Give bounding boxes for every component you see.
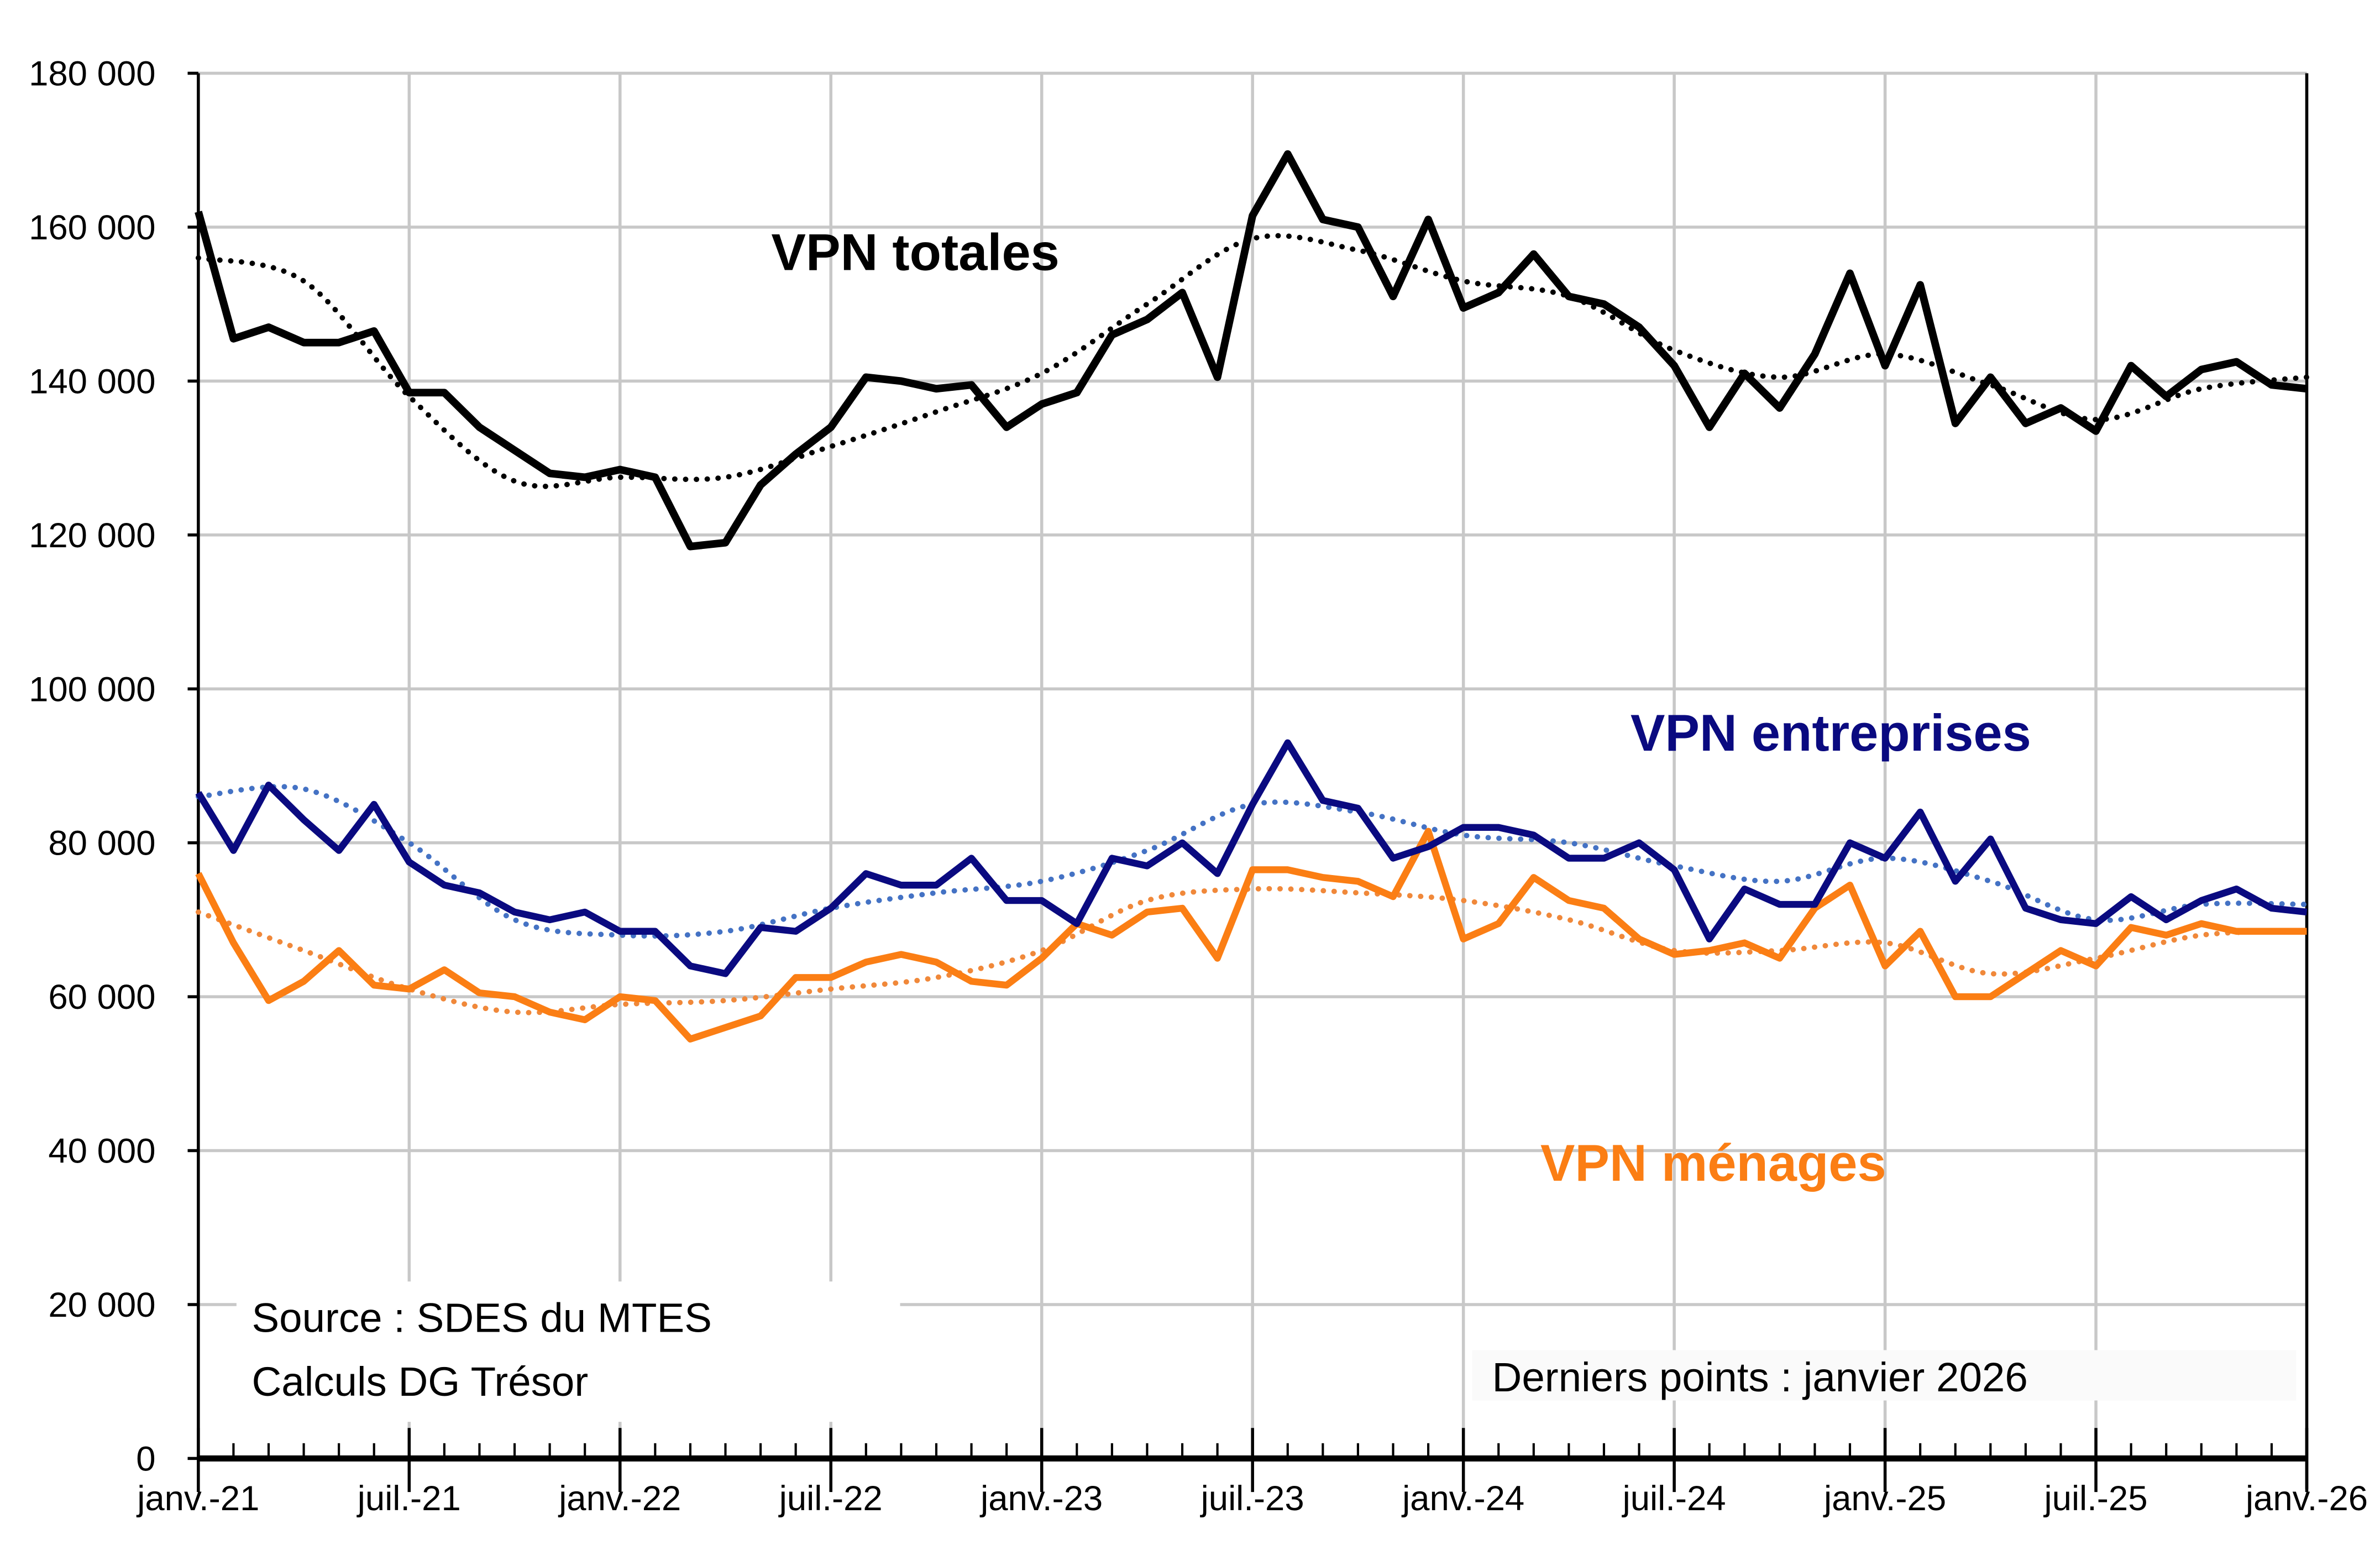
- source-box: [236, 1281, 900, 1422]
- x-tick-label: juil.-23: [1200, 1479, 1304, 1518]
- x-tick-label: janv.-24: [1401, 1479, 1524, 1518]
- x-tick-label: janv.-22: [558, 1479, 681, 1518]
- y-tick-label: 60 000: [48, 978, 155, 1017]
- data-point: [1428, 219, 1429, 220]
- data-point: [1006, 985, 1007, 986]
- data-point: [2166, 396, 2167, 397]
- y-tick-label: 160 000: [29, 208, 155, 247]
- data-point: [1357, 881, 1359, 882]
- data-point: [1182, 842, 1183, 843]
- data-point: [198, 873, 199, 874]
- data-point: [1744, 942, 1745, 943]
- y-axis: 0 20 000 40 000 60 000 80 000 100 000 120 000 1…: [29, 55, 200, 1478]
- data-point: [1920, 811, 1921, 813]
- data-point: [795, 977, 796, 978]
- data-point: [1428, 846, 1429, 847]
- data-point: [1006, 427, 1007, 428]
- data-point: [971, 981, 972, 982]
- label-vpn-menages: VPN ménages: [1540, 1134, 1886, 1192]
- data-point: [690, 546, 691, 547]
- data-point: [1674, 954, 1675, 955]
- trend-line-2: [196, 886, 2310, 1015]
- data-point: [1217, 377, 1218, 378]
- y-tick-label: 80 000: [48, 824, 155, 863]
- x-tick-label: juil.-24: [1622, 1479, 1726, 1518]
- data-point: [1357, 227, 1359, 228]
- y-tick-label: 120 000: [29, 516, 155, 555]
- data-point: [1744, 373, 1745, 374]
- x-tick-label: janv.-21: [136, 1479, 259, 1518]
- data-point: [866, 377, 867, 378]
- data-point: [1603, 908, 1605, 909]
- label-vpn-entreprises: VPN entreprises: [1631, 704, 2031, 762]
- data-point: [725, 542, 726, 543]
- data-point: [1603, 303, 1605, 305]
- data-point: [1182, 908, 1183, 909]
- series-lines: [195, 150, 2310, 1043]
- data-point: [1709, 427, 1710, 428]
- data-point: [303, 342, 304, 343]
- x-tick-label: juil.-25: [2043, 1479, 2148, 1518]
- last-points-box: [1472, 1350, 2297, 1401]
- data-point: [1041, 958, 1042, 959]
- x-tick-label: juil.-21: [357, 1479, 461, 1518]
- x-axis: janv.-21 juil.-21 janv.-22 juil.-22 janv.-23…: [136, 73, 2368, 1518]
- data-point: [2306, 912, 2307, 913]
- data-point: [444, 392, 445, 393]
- data-point: [1041, 900, 1042, 901]
- data-point: [1287, 742, 1288, 743]
- data-point: [303, 981, 304, 982]
- y-tick-label: 100 000: [29, 670, 155, 709]
- x-tick-label: janv.-25: [1823, 1479, 1946, 1518]
- x-tick-label: juil.-22: [778, 1479, 883, 1518]
- gridlines: [198, 71, 2309, 1459]
- data-point: [1357, 808, 1359, 809]
- data-point: [1955, 881, 1956, 882]
- data-point: [233, 850, 234, 851]
- data-point: [549, 473, 550, 474]
- data-point: [479, 427, 480, 428]
- y-tick-label: 0: [136, 1439, 155, 1478]
- data-point: [444, 884, 445, 886]
- data-point: [1217, 873, 1218, 874]
- data-point: [1182, 292, 1183, 293]
- y-tick-label: 20 000: [48, 1286, 155, 1324]
- data-point: [725, 973, 726, 974]
- calculs-text: Calculs DG Trésor: [251, 1359, 588, 1405]
- data-point: [866, 873, 867, 874]
- last-points-text: Derniers points : janvier 2026: [1492, 1354, 2028, 1400]
- data-point: [1709, 950, 1710, 951]
- data-point: [549, 1012, 550, 1013]
- data-point: [655, 477, 656, 478]
- data-point: [1006, 900, 1007, 901]
- y-tick-label: 180 000: [29, 55, 155, 93]
- data-point: [1252, 804, 1253, 805]
- data-point: [1428, 831, 1429, 832]
- y-tick-label: 140 000: [29, 362, 155, 401]
- x-tick-label: janv.-23: [979, 1479, 1103, 1518]
- data-point: [1041, 404, 1042, 405]
- data-point: [1955, 423, 1956, 424]
- data-point: [1990, 377, 1991, 378]
- data-point: [1498, 292, 1499, 293]
- data-point: [409, 392, 410, 393]
- source-text: Source : SDES du MTES: [251, 1295, 711, 1340]
- data-point: [1217, 958, 1218, 959]
- data-point: [233, 942, 234, 943]
- data-point: [1112, 334, 1113, 336]
- data-point: [936, 884, 937, 886]
- label-vpn-totales: VPN totales: [771, 223, 1059, 281]
- data-point: [1674, 365, 1675, 366]
- y-tick-label: 40 000: [48, 1132, 155, 1171]
